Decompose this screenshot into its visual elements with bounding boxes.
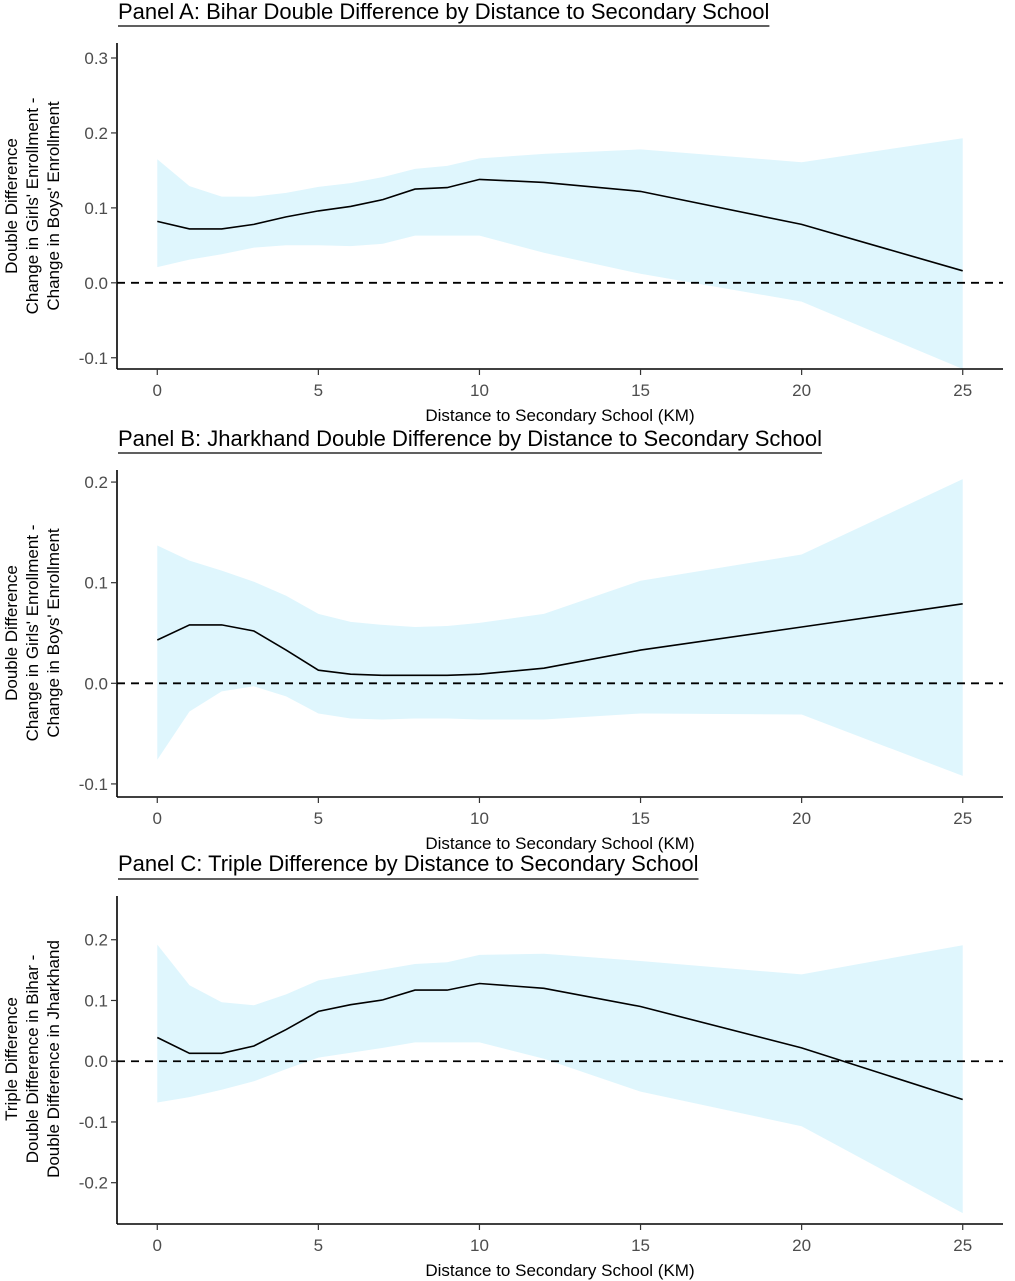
panel-c-x-tick-label: 25 bbox=[953, 1236, 972, 1255]
panel-c-y-axis-title: Triple Difference Double Difference in B… bbox=[2, 940, 63, 1178]
panel-a-y-tick-label: 0.1 bbox=[84, 199, 108, 218]
panel-b-x-tick-label: 5 bbox=[314, 809, 323, 828]
panel-c-y-tick-label: -0.1 bbox=[79, 1113, 108, 1132]
panel-c-x-tick-label: 15 bbox=[631, 1236, 650, 1255]
panel-b-x-tick-label: 10 bbox=[470, 809, 489, 828]
panel-c-ticks: -0.2 -0.1 0.0 0.1 0.2 0 5 10 15 20 25 bbox=[79, 931, 972, 1255]
panel-c-y-axis-title-line-1: Triple Difference bbox=[2, 997, 21, 1121]
panel-c-y-axis-title-line-2: Double Difference in Bihar - bbox=[23, 955, 42, 1164]
panel-a-x-tick-label: 10 bbox=[470, 381, 489, 400]
panel-c-y-tick-label: 0.2 bbox=[84, 931, 108, 950]
panel-b-title: Panel B: Jharkhand Double Difference by … bbox=[118, 426, 822, 451]
panel-a-y-axis-title-line-2: Change in Girls' Enrollment - bbox=[23, 98, 42, 315]
panel-c: Panel C: Triple Difference by Distance t… bbox=[2, 851, 1003, 1280]
panel-a-confidence-band bbox=[157, 138, 963, 369]
panel-a-y-axis-title: Double Difference Change in Girls' Enrol… bbox=[2, 98, 63, 315]
panel-b-x-tick-label: 0 bbox=[153, 809, 162, 828]
panel-c-y-tick-label: -0.2 bbox=[79, 1174, 108, 1193]
panel-a-x-tick-label: 20 bbox=[792, 381, 811, 400]
panel-b-plot-area bbox=[117, 479, 1003, 776]
panel-b: Panel B: Jharkhand Double Difference by … bbox=[2, 426, 1003, 853]
panel-c-x-tick-label: 10 bbox=[470, 1236, 489, 1255]
panel-a-x-tick-label: 5 bbox=[314, 381, 323, 400]
panel-a-plot-area bbox=[117, 138, 1003, 369]
panel-b-y-axis-title-line-1: Double Difference bbox=[2, 565, 21, 701]
panel-b-y-tick-label: 0.2 bbox=[84, 473, 108, 492]
panel-a-estimate-line bbox=[157, 178, 963, 272]
panel-b-y-axis-title-line-3: Change in Boys' Enrollment bbox=[44, 528, 63, 738]
panel-c-x-axis-title: Distance to Secondary School (KM) bbox=[425, 1261, 694, 1280]
panel-a: Panel A: Bihar Double Difference by Dist… bbox=[2, 0, 1003, 425]
panel-b-x-tick-label: 25 bbox=[953, 809, 972, 828]
panel-c-x-tick-label: 20 bbox=[792, 1236, 811, 1255]
panel-a-y-tick-label: 0.0 bbox=[84, 274, 108, 293]
panel-a-x-tick-label: 15 bbox=[631, 381, 650, 400]
panel-a-y-axis-title-line-1: Double Difference bbox=[2, 138, 21, 274]
panel-a-y-axis-title-line-3: Change in Boys' Enrollment bbox=[44, 101, 63, 311]
panel-c-y-axis-title-line-3: Double Difference in Jharkhand bbox=[44, 940, 63, 1178]
panel-b-y-tick-label: 0.1 bbox=[84, 574, 108, 593]
panel-b-estimate-line bbox=[156, 603, 963, 677]
panel-c-y-tick-label: 0.0 bbox=[84, 1052, 108, 1071]
panel-a-x-tick-label: 25 bbox=[953, 381, 972, 400]
panel-b-y-axis-title-line-2: Change in Girls' Enrollment - bbox=[23, 525, 42, 742]
panel-b-x-axis-title: Distance to Secondary School (KM) bbox=[425, 834, 694, 853]
panel-b-ticks: -0.1 0.0 0.1 0.2 0 5 10 15 20 25 bbox=[79, 473, 972, 828]
panel-c-x-tick-label: 0 bbox=[153, 1236, 162, 1255]
panel-a-y-tick-label: 0.2 bbox=[84, 124, 108, 143]
panel-b-y-tick-label: -0.1 bbox=[79, 775, 108, 794]
panel-c-estimate-line bbox=[156, 982, 963, 1101]
panel-a-y-tick-label: -0.1 bbox=[79, 349, 108, 368]
panel-b-y-tick-label: 0.0 bbox=[84, 674, 108, 693]
panel-c-x-tick-label: 5 bbox=[314, 1236, 323, 1255]
panel-c-plot-area bbox=[117, 944, 1003, 1214]
panel-b-y-axis-title: Double Difference Change in Girls' Enrol… bbox=[2, 525, 63, 742]
panel-c-confidence-band bbox=[157, 944, 963, 1214]
panel-a-title: Panel A: Bihar Double Difference by Dist… bbox=[118, 0, 769, 24]
panel-a-y-tick-label: 0.3 bbox=[84, 49, 108, 68]
panel-c-y-tick-label: 0.1 bbox=[84, 991, 108, 1010]
panel-b-x-tick-label: 15 bbox=[631, 809, 650, 828]
panel-a-x-tick-label: 0 bbox=[153, 381, 162, 400]
panel-a-x-axis-title: Distance to Secondary School (KM) bbox=[425, 406, 694, 425]
panel-c-title: Panel C: Triple Difference by Distance t… bbox=[118, 851, 698, 876]
panel-b-x-tick-label: 20 bbox=[792, 809, 811, 828]
panel-a-ticks: -0.1 0.0 0.1 0.2 0.3 0 5 10 15 20 25 bbox=[79, 49, 972, 400]
panel-b-confidence-band bbox=[157, 479, 963, 776]
